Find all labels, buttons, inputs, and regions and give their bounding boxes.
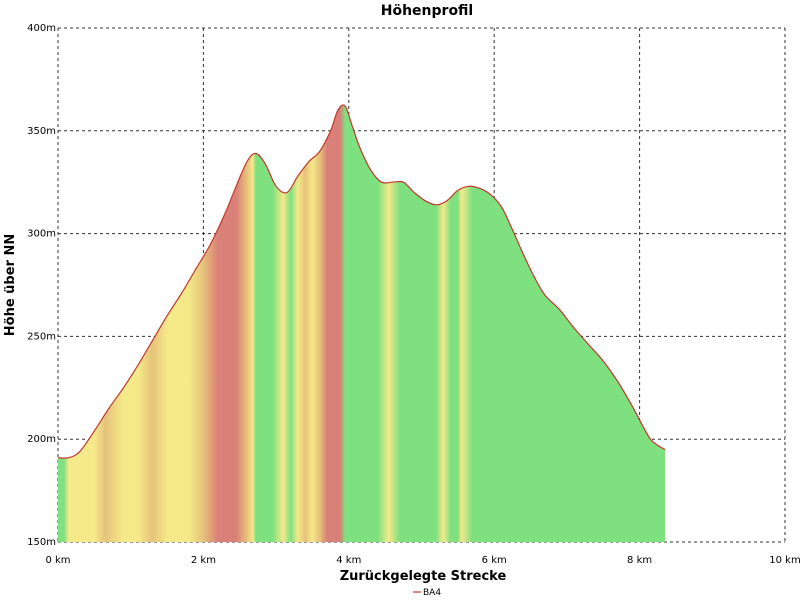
y-tick-label-1: 200m [27, 434, 56, 445]
x-axis-title: Zurückgelegte Strecke [340, 569, 507, 584]
y-tick-label-0: 150m [27, 537, 56, 548]
y-axis-ticks: 150m 200m 250m 300m 350m 400m [27, 23, 56, 548]
elevation-line [57, 104, 666, 459]
x-axis-ticks: 0 km 2 km 4 km 6 km 8 km 10 km [45, 555, 800, 566]
x-tick-label-1: 2 km [191, 555, 216, 566]
x-tick-label-2: 4 km [336, 555, 361, 566]
y-tick-label-2: 250m [27, 331, 56, 342]
y-tick-label-4: 350m [27, 126, 56, 137]
x-tick-label-3: 6 km [482, 555, 507, 566]
y-tick-label-3: 300m [27, 229, 56, 240]
chart-title: Höhenprofil [381, 3, 473, 19]
x-tick-label-0: 0 km [45, 555, 70, 566]
y-tick-label-5: 400m [27, 23, 56, 34]
legend-label-ba4: BA4 [423, 588, 441, 598]
legend: BA4 [413, 588, 441, 598]
elevation-area-fill [58, 105, 666, 542]
x-tick-label-5: 10 km [769, 555, 800, 566]
y-axis-title: Höhe über NN [3, 234, 18, 336]
x-tick-label-4: 8 km [627, 555, 652, 566]
